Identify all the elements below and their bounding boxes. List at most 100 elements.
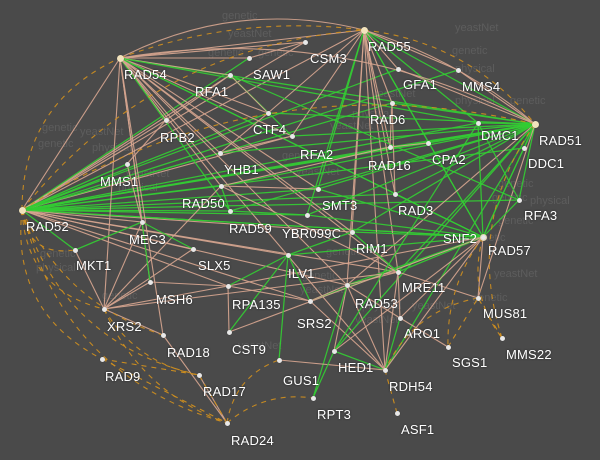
graph-node-rad50[interactable] — [218, 183, 224, 189]
graph-edge — [126, 119, 167, 165]
graph-edge — [101, 358, 200, 376]
graph-edge — [384, 369, 398, 414]
graph-node-slx5[interactable] — [190, 246, 196, 252]
graph-node-hed1[interactable] — [331, 348, 337, 354]
graph-node-saw1[interactable] — [246, 55, 252, 61]
graph-edge — [312, 350, 335, 399]
graph-edge-arc — [20, 209, 103, 360]
graph-edge — [397, 123, 536, 273]
graph-edge — [21, 209, 399, 273]
graph-edge — [363, 29, 399, 273]
graph-edge — [477, 297, 503, 339]
graph-node-rad18[interactable] — [160, 332, 166, 338]
graph-node-xrs2[interactable] — [101, 306, 107, 312]
graph-edge — [21, 209, 484, 238]
graph-edge — [312, 284, 348, 399]
graph-edge — [389, 102, 393, 148]
graph-node-gus1[interactable] — [276, 357, 282, 363]
graph-node-rdh54[interactable] — [382, 367, 388, 373]
graph-edge — [21, 57, 121, 211]
graph-node-ybr099c[interactable] — [304, 212, 310, 218]
graph-edge — [363, 29, 399, 70]
graph-edge — [21, 209, 76, 251]
graph-edge — [333, 123, 536, 352]
graph-node-rad16[interactable] — [387, 144, 393, 150]
graph-edge — [227, 254, 289, 287]
graph-edge — [278, 254, 289, 361]
graph-node-mms1[interactable] — [124, 161, 130, 167]
graph-edge — [220, 185, 319, 190]
graph-node-ddc1[interactable] — [521, 145, 527, 151]
graph-node-rad24[interactable] — [224, 420, 230, 426]
graph-edge — [227, 285, 311, 302]
graph-edge — [306, 29, 365, 216]
graph-edge-arc — [103, 308, 228, 424]
graph-node-rfa3[interactable] — [516, 197, 522, 203]
graph-node-ilv1[interactable] — [285, 252, 291, 258]
graph-node-rad52[interactable] — [18, 206, 26, 214]
graph-node-rad54[interactable] — [116, 54, 124, 62]
graph-node-gfa1[interactable] — [395, 66, 401, 72]
graph-node-cpa2[interactable] — [425, 140, 431, 146]
graph-node-rad3[interactable] — [392, 191, 398, 197]
graph-node-mus81[interactable] — [475, 295, 481, 301]
graph-edge-arc — [363, 29, 536, 125]
graph-node-rad17[interactable] — [196, 372, 202, 378]
graph-node-rad9[interactable] — [99, 356, 105, 362]
graph-edge — [119, 41, 306, 59]
graph-node-csm3[interactable] — [302, 39, 308, 45]
graph-node-cst9[interactable] — [226, 329, 232, 335]
graph-edge — [228, 254, 289, 333]
graph-node-srs2[interactable] — [307, 298, 313, 304]
graph-node-mkt1[interactable] — [72, 247, 78, 253]
graph-node-yhb1[interactable] — [217, 150, 223, 156]
graph-edge — [21, 69, 459, 211]
graph-edge — [287, 231, 353, 256]
graph-node-rpa135[interactable] — [225, 283, 231, 289]
graph-node-mec3[interactable] — [139, 219, 145, 225]
graph-node-mms22[interactable] — [499, 335, 505, 341]
graph-edge — [220, 185, 231, 212]
graph-edge — [103, 281, 151, 310]
graph-edge-arc — [21, 209, 228, 424]
graph-edge — [21, 188, 319, 211]
graph-node-rfa1[interactable] — [227, 72, 233, 78]
graph-edge — [346, 123, 536, 286]
graph-node-rad55[interactable] — [360, 26, 368, 34]
graph-edge — [219, 112, 269, 154]
graph-edge — [447, 297, 479, 348]
graph-node-mms4[interactable] — [455, 67, 461, 73]
graph-edge — [333, 350, 386, 371]
graph-edge — [518, 123, 536, 201]
graph-node-rim1[interactable] — [349, 229, 355, 235]
graph-node-rad6[interactable] — [389, 100, 395, 106]
graph-edge — [21, 122, 479, 211]
graph-edge — [399, 236, 484, 319]
graph-edge — [346, 29, 365, 286]
graph-node-rad59[interactable] — [227, 208, 233, 214]
graph-edge — [363, 29, 396, 195]
graph-node-rpb2[interactable] — [163, 117, 169, 123]
graph-edge — [394, 193, 484, 238]
graph-node-rpt3[interactable] — [310, 395, 316, 401]
graph-edge-arc — [488, 123, 536, 339]
graph-edge — [126, 163, 143, 223]
graph-node-aro1[interactable] — [397, 315, 403, 321]
graph-node-rad53[interactable] — [344, 282, 350, 288]
graph-edge — [363, 29, 459, 71]
graph-node-rad51[interactable] — [531, 120, 539, 128]
graph-node-smt3[interactable] — [315, 186, 321, 192]
graph-node-dmc1[interactable] — [475, 120, 481, 126]
graph-edge-arc — [363, 29, 536, 125]
graph-node-mre11[interactable] — [395, 269, 401, 275]
graph-node-sgs1[interactable] — [445, 344, 451, 350]
graph-node-msh6[interactable] — [147, 279, 153, 285]
graph-node-asf1[interactable] — [394, 410, 400, 416]
graph-node-rfa2[interactable] — [289, 133, 295, 139]
graph-node-ctf4[interactable] — [265, 110, 271, 116]
graph-node-rad57[interactable] — [480, 234, 486, 240]
graph-edge — [384, 271, 399, 371]
graph-edge — [119, 57, 319, 190]
